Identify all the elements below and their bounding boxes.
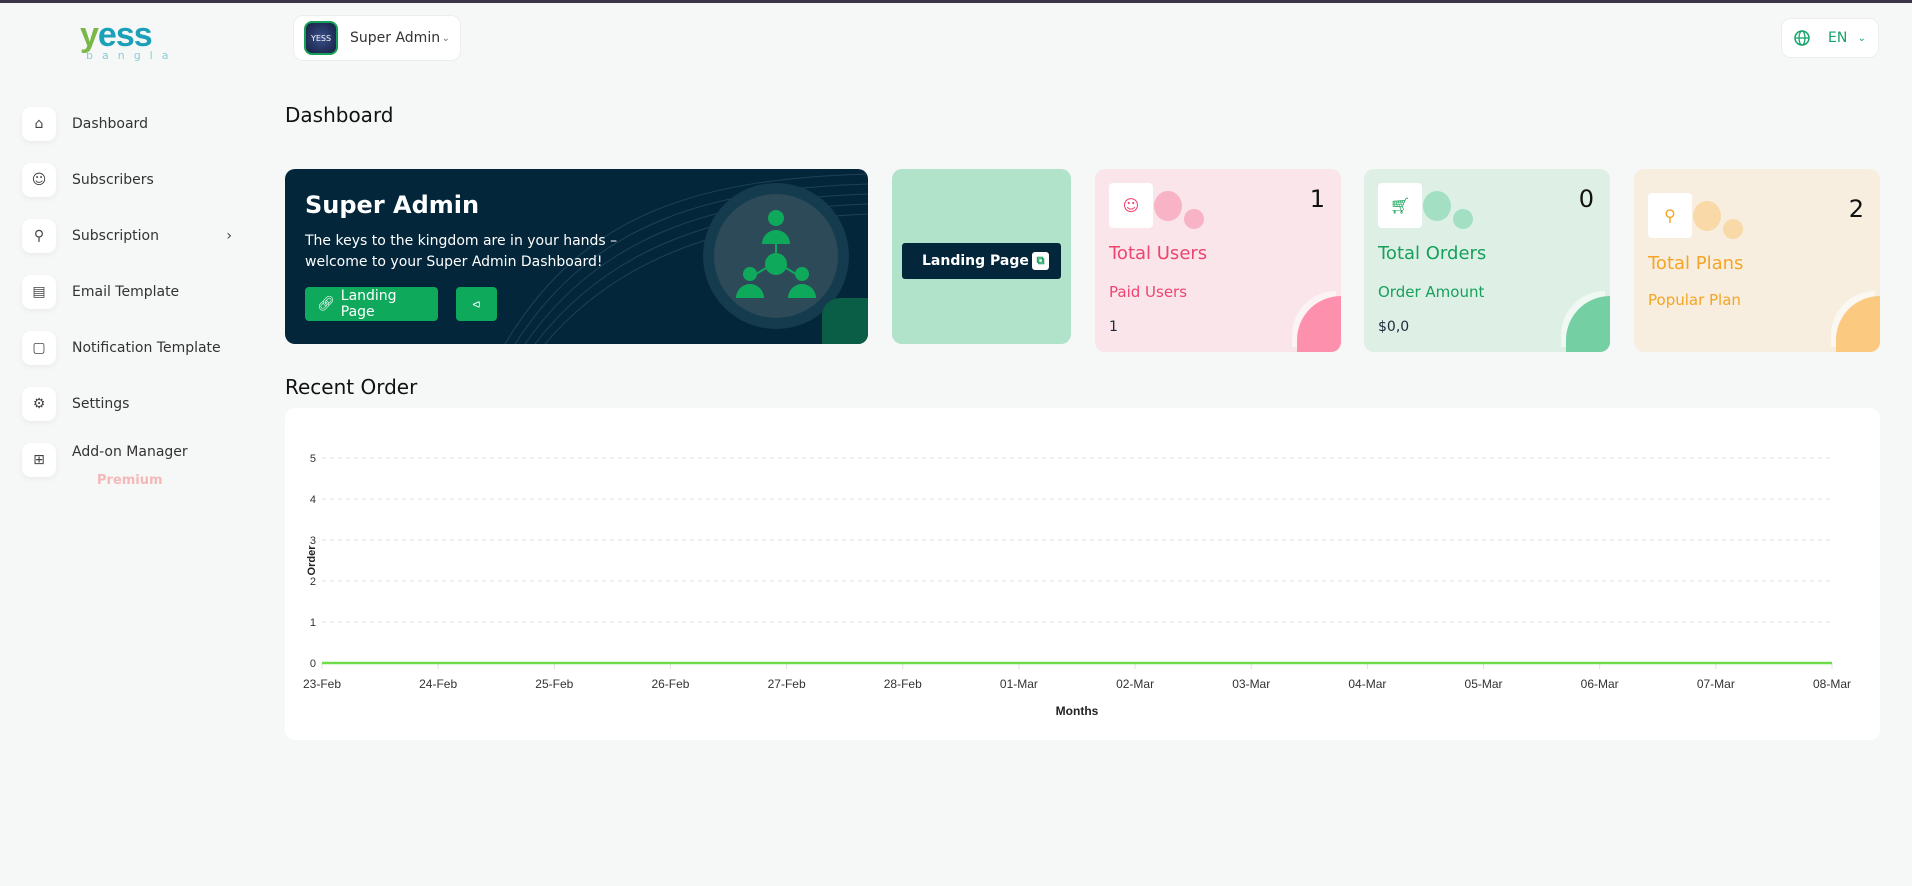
y-tick-label: 2 [310, 576, 316, 588]
recent-order-chart: 0 1 2 3 4 5 23-Feb 24-Feb 25-Feb 26-Feb 27-Feb 28-F… [303, 453, 1851, 718]
cart-icon: 🛒︎ [1378, 183, 1422, 228]
premium-badge: Premium [97, 473, 163, 488]
x-tick-label: 07-Mar [1697, 677, 1735, 691]
globe-icon [1794, 30, 1810, 46]
stat-subtitle: Order Amount [1378, 283, 1485, 301]
sidebar: ⌂ Dashboard ☺ Subscribers ⚲ Subscription › ▤… [22, 107, 232, 499]
corner-decoration [822, 298, 868, 344]
x-tick-label: 03-Mar [1232, 677, 1270, 691]
x-tick-label: 27-Feb [768, 677, 806, 691]
logo[interactable]: yess bangla [80, 16, 178, 62]
sidebar-item-label: Dashboard [72, 116, 148, 132]
y-tick-label: 5 [310, 453, 316, 465]
language-dropdown[interactable]: EN ⌄ [1781, 18, 1879, 58]
x-tick-label: 28-Feb [884, 677, 922, 691]
x-tick-label: 04-Mar [1348, 677, 1386, 691]
sidebar-item-subscribers[interactable]: ☺ Subscribers [22, 163, 232, 197]
welcome-description: The keys to the kingdom are in your hand… [305, 233, 618, 270]
corner-decoration [1836, 296, 1880, 352]
sidebar-item-dashboard[interactable]: ⌂ Dashboard [22, 107, 232, 141]
page-title: Dashboard [285, 103, 394, 127]
sidebar-item-addon-manager[interactable]: ⊞ Add-on Manager Premium [22, 443, 232, 488]
trophy-icon: ⚲ [22, 219, 56, 253]
sidebar-item-label: Notification Template [72, 340, 221, 356]
trophy-icon: ⚲ [1648, 193, 1692, 238]
users-icon: ☺ [1109, 183, 1153, 228]
x-tick-label: 01-Mar [1000, 677, 1038, 691]
link-icon: 🔗︎ [317, 296, 335, 312]
share-button[interactable]: ⪦ [456, 287, 497, 321]
welcome-card: Super Admin The keys to the kingdom are … [285, 169, 868, 344]
x-axis-label: Months [1056, 704, 1099, 718]
window-top-bar [0, 0, 1912, 3]
notification-icon: ▢ [22, 331, 56, 365]
stat-count: 2 [1848, 195, 1864, 223]
x-tick-label: 06-Mar [1581, 677, 1619, 691]
users-icon: ☺ [22, 163, 56, 197]
stat-value: $0,0 [1378, 319, 1410, 335]
y-tick-label: 1 [310, 617, 316, 629]
sidebar-item-label: Subscription [72, 228, 159, 244]
recent-order-title: Recent Order [285, 375, 418, 399]
welcome-title: Super Admin [305, 191, 480, 219]
stat-subtitle: Popular Plan [1648, 291, 1741, 309]
copy-icon[interactable]: ⧉ [1032, 252, 1049, 270]
y-axis-label: Order [306, 545, 318, 576]
corner-decoration [1566, 296, 1610, 352]
stat-title: Total Orders [1378, 243, 1487, 264]
y-tick-label: 4 [310, 494, 316, 506]
chevron-right-icon: › [226, 228, 232, 244]
user-name: Super Admin [350, 30, 441, 46]
home-icon: ⌂ [22, 107, 56, 141]
stat-title: Total Users [1109, 243, 1208, 264]
share-icon: ⪦ [472, 296, 481, 312]
chevron-down-icon: ⌄ [441, 32, 450, 44]
recent-order-chart-card: 0 1 2 3 4 5 23-Feb 24-Feb 25-Feb 26-Feb 27-Feb 28-F… [285, 408, 1880, 740]
admin-network-icon [736, 210, 816, 298]
landing-page-button[interactable]: 🔗︎ Landing Page [305, 287, 438, 321]
total-plans-card: ⚲ 2 Total Plans Popular Plan [1634, 169, 1880, 352]
x-tick-label: 24-Feb [419, 677, 457, 691]
corner-decoration [1297, 296, 1341, 352]
total-orders-card: 🛒︎ 0 Total Orders Order Amount $0,0 [1364, 169, 1610, 352]
y-tick-label: 3 [310, 535, 316, 547]
x-tick-label: 05-Mar [1465, 677, 1503, 691]
total-users-card: ☺ 1 Total Users Paid Users 1 [1095, 169, 1341, 352]
stat-count: 0 [1578, 185, 1594, 213]
sidebar-item-label: Email Template [72, 284, 180, 300]
gear-icon: ⚙ [22, 387, 56, 421]
user-dropdown[interactable]: YESS Super Admin ⌄ [293, 15, 461, 61]
language-code: EN [1828, 30, 1848, 46]
sidebar-item-label: Settings [72, 396, 130, 412]
stat-title: Total Plans [1648, 253, 1744, 274]
stat-subtitle: Paid Users [1109, 283, 1188, 301]
x-tick-label: 08-Mar [1813, 677, 1851, 691]
sidebar-item-notification-template[interactable]: ▢ Notification Template [22, 331, 232, 365]
landing-page-card: Landing Page ⧉ [892, 169, 1071, 344]
avatar: YESS [304, 21, 338, 55]
button-label: Landing Page [340, 288, 397, 320]
chevron-down-icon: ⌄ [1857, 32, 1866, 44]
sidebar-item-email-template[interactable]: ▤ Email Template [22, 275, 232, 309]
y-tick-label: 0 [310, 658, 316, 670]
x-tick-label: 25-Feb [535, 677, 573, 691]
template-icon: ▤ [22, 275, 56, 309]
stat-value: 1 [1109, 319, 1118, 335]
stat-count: 1 [1309, 185, 1325, 213]
x-tick-label: 02-Mar [1116, 677, 1154, 691]
x-tick-label: 23-Feb [303, 677, 341, 691]
grid-icon: ⊞ [22, 443, 56, 477]
sidebar-item-subscription[interactable]: ⚲ Subscription › [22, 219, 232, 253]
landing-page-copy-button[interactable]: Landing Page ⧉ [902, 243, 1061, 279]
sidebar-item-settings[interactable]: ⚙ Settings [22, 387, 232, 421]
x-tick-label: 26-Feb [651, 677, 689, 691]
sidebar-item-label: Add-on Manager [72, 444, 188, 460]
sidebar-item-label: Subscribers [72, 172, 154, 188]
button-label: Landing Page [922, 253, 1029, 269]
